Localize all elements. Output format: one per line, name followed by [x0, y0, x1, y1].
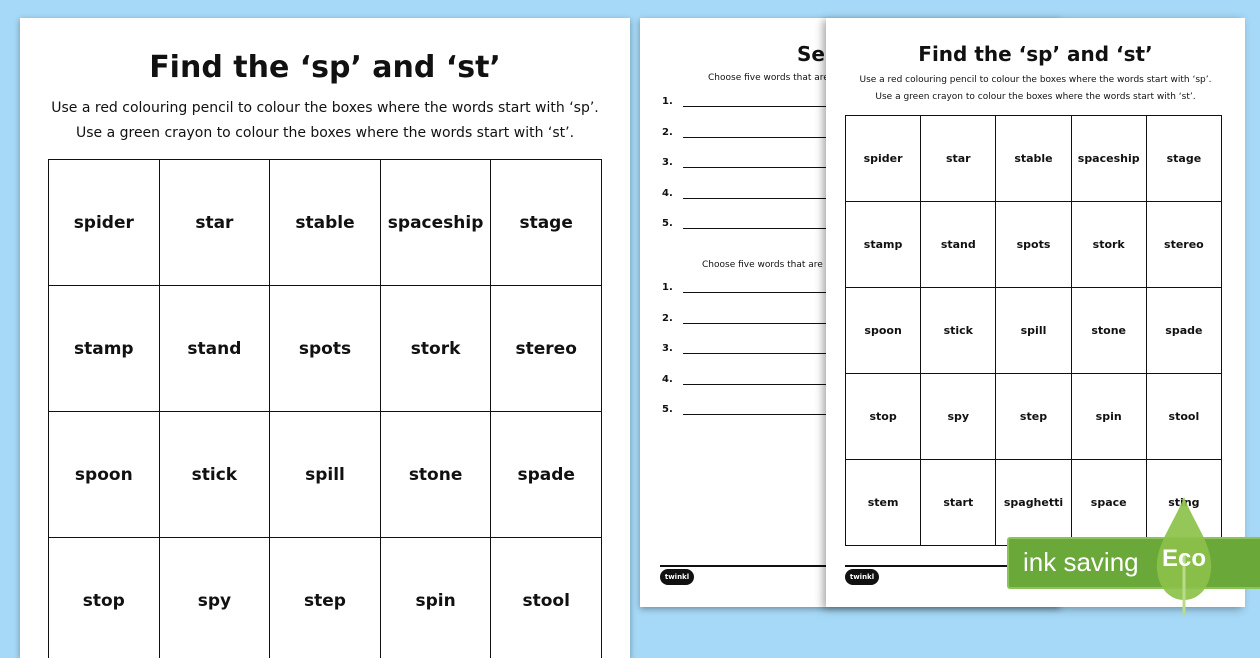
- word-grid: spider star stable spaceship stage stamp stand…: [845, 115, 1222, 546]
- worksheet-page-main: Find the ‘sp’ and ‘st’ Use a red colouri…: [20, 18, 630, 658]
- line-number: 5.: [662, 218, 673, 229]
- writing-line[interactable]: [682, 414, 833, 415]
- answer-line: 3.: [662, 157, 833, 168]
- ink-saving-badge: ink saving: [1007, 537, 1260, 589]
- word-cell: spill: [270, 412, 381, 538]
- worksheet-page-front: Find the ‘sp’ and ‘st’ Use a red colouri…: [826, 18, 1245, 607]
- answer-line: 4.: [662, 374, 833, 385]
- page-title: Find the ‘sp’ and ‘st’: [149, 50, 501, 85]
- word-cell: stamp: [49, 286, 160, 412]
- word-cell: spaceship: [380, 160, 492, 286]
- word-cell: stem: [846, 460, 922, 546]
- word-cell: stamp: [846, 202, 922, 288]
- word-cell: spin: [1071, 374, 1147, 460]
- word-cell: stage: [1146, 116, 1222, 202]
- line-number: 2.: [662, 312, 673, 324]
- line-number: 4.: [662, 187, 673, 199]
- word-cell: stool: [491, 538, 602, 658]
- answer-line: 5.: [662, 404, 833, 415]
- writing-line[interactable]: [682, 167, 833, 168]
- word-cell: spaceship: [1071, 116, 1147, 202]
- word-cell: stone: [380, 412, 492, 538]
- eco-leaf-icon: Eco: [1155, 495, 1213, 615]
- word-cell: spider: [49, 160, 160, 286]
- instruction-green: Use a green crayon to colour the boxes w…: [75, 125, 575, 141]
- word-cell: spaghetti: [996, 460, 1072, 546]
- writing-line[interactable]: [682, 383, 833, 385]
- answer-line: 5.: [662, 218, 833, 229]
- word-grid: spider star stable spaceship stage stamp stand…: [48, 159, 602, 658]
- twinkl-logo: twinkl: [660, 569, 694, 585]
- writing-line[interactable]: [682, 322, 833, 324]
- line-number: 4.: [662, 373, 673, 385]
- footer-divider: [660, 565, 840, 567]
- word-cell: stick: [921, 288, 997, 374]
- twinkl-logo: twinkl: [845, 569, 879, 585]
- instruction-2: Choose five words that are g: [702, 260, 832, 270]
- word-cell: star: [159, 160, 271, 286]
- word-cell: spill: [996, 288, 1072, 374]
- word-cell: stork: [1071, 202, 1147, 288]
- word-cell: stop: [846, 374, 922, 460]
- writing-line[interactable]: [682, 353, 833, 354]
- word-cell: stereo: [491, 286, 602, 412]
- answer-line: 1.: [662, 282, 833, 293]
- instruction-red: Use a red colouring pencil to colour the…: [51, 100, 599, 116]
- word-cell: stick: [159, 412, 271, 538]
- ink-saving-label: ink saving: [1023, 547, 1139, 577]
- word-cell: stable: [270, 160, 381, 286]
- eco-label: Eco: [1161, 545, 1206, 572]
- answer-line: 1.: [662, 96, 833, 107]
- word-cell: stable: [996, 116, 1072, 202]
- line-number: 3.: [662, 343, 673, 354]
- writing-line[interactable]: [682, 292, 833, 293]
- word-cell: stage: [491, 160, 602, 286]
- word-cell: stereo: [1146, 202, 1222, 288]
- word-cell: space: [1071, 460, 1147, 546]
- line-number: 3.: [662, 157, 673, 168]
- word-cell: spots: [996, 202, 1072, 288]
- word-cell: spade: [491, 412, 602, 538]
- word-cell: star: [921, 116, 997, 202]
- page-title: Find the ‘sp’ and ‘st’: [918, 42, 1153, 66]
- word-cell: spade: [1146, 288, 1222, 374]
- writing-line[interactable]: [682, 136, 833, 138]
- line-number: 1.: [662, 282, 673, 293]
- writing-line[interactable]: [682, 228, 833, 229]
- page-title: Se: [797, 42, 825, 66]
- writing-line[interactable]: [682, 197, 833, 199]
- word-cell: spots: [270, 286, 381, 412]
- line-number: 5.: [662, 404, 673, 415]
- word-cell: spoon: [49, 412, 160, 538]
- word-cell: stand: [159, 286, 271, 412]
- writing-line[interactable]: [682, 106, 833, 107]
- word-cell: stone: [1071, 288, 1147, 374]
- line-number: 1.: [662, 96, 673, 107]
- instruction-red: Use a red colouring pencil to colour the…: [859, 75, 1212, 85]
- word-cell: start: [921, 460, 997, 546]
- word-cell: spy: [160, 538, 271, 658]
- word-cell: spoon: [846, 288, 922, 374]
- word-cell: spider: [846, 116, 922, 202]
- instruction-green: Use a green crayon to colour the boxes w…: [875, 92, 1196, 102]
- instruction-1: Choose five words that are: [708, 73, 829, 83]
- word-cell: stand: [921, 202, 997, 288]
- word-cell: step: [270, 538, 381, 658]
- word-cell: spin: [381, 538, 492, 658]
- line-number: 2.: [662, 126, 673, 138]
- word-cell: spy: [921, 374, 997, 460]
- word-cell: step: [996, 374, 1072, 460]
- answer-line: 2.: [662, 313, 833, 324]
- word-cell: stool: [1146, 374, 1222, 460]
- answer-line: 4.: [662, 188, 833, 199]
- answer-line: 3.: [662, 343, 833, 354]
- word-cell: stop: [49, 538, 160, 658]
- answer-line: 2.: [662, 127, 833, 138]
- word-cell: stork: [380, 286, 492, 412]
